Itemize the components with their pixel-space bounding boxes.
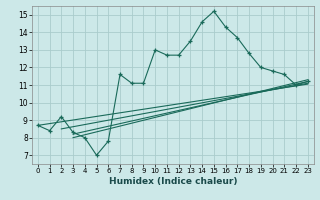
- X-axis label: Humidex (Indice chaleur): Humidex (Indice chaleur): [108, 177, 237, 186]
